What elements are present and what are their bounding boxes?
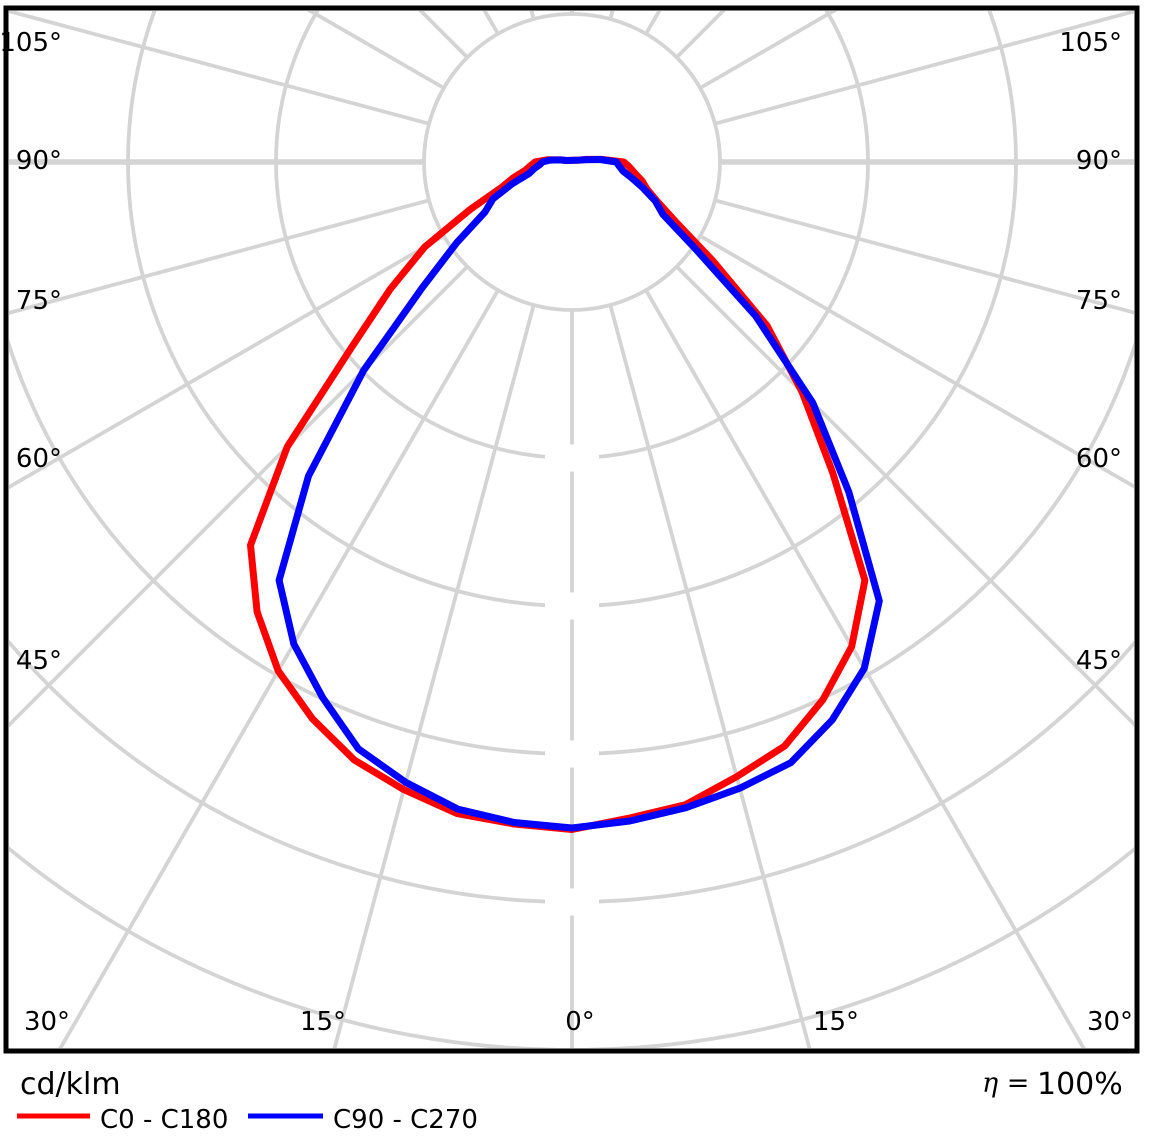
angle-label-left: 105° <box>0 28 62 58</box>
grid-spoke <box>332 304 536 1048</box>
intensity-curves <box>247 155 883 833</box>
grid-spoke <box>9 198 430 315</box>
grid-spoke <box>675 265 1134 727</box>
legend-label-c90-c270: C90 - C270 <box>333 1105 478 1135</box>
angle-label-right: 75° <box>1076 286 1122 316</box>
curve-c90-c270 <box>275 156 883 832</box>
footer: cd/klm C0 - C180 C90 - C270 η = 100% <box>17 1067 1123 1135</box>
angle-label-bottom: 15° <box>300 1007 346 1037</box>
grid-spoke <box>714 11 1134 126</box>
angle-label-left: 90° <box>16 146 62 176</box>
angle-label-right: 90° <box>1076 146 1122 176</box>
grid-spoke <box>608 304 812 1048</box>
grid-spoke <box>699 234 1134 489</box>
angle-label-bottom: 30° <box>1087 1007 1133 1037</box>
unit-label: cd/klm <box>20 1067 121 1102</box>
angle-label-left: 60° <box>16 444 62 474</box>
ring-value-box <box>545 740 599 768</box>
efficiency-value: 100% <box>1037 1067 1123 1102</box>
plot-border <box>3 5 1140 1054</box>
grid-spoke <box>714 198 1134 315</box>
grid-spoke <box>9 11 430 126</box>
legend-label-c0-c180: C0 - C180 <box>100 1105 228 1135</box>
angle-label-bottom: 30° <box>24 1007 70 1037</box>
angle-label-right: 60° <box>1076 444 1122 474</box>
angle-label-bottom: 0° <box>565 1007 595 1037</box>
ring-value-box <box>545 444 599 472</box>
grid-ring <box>9 338 1134 756</box>
efficiency-eta-symbol: η = <box>982 1068 1029 1099</box>
ring-label-boxes <box>545 444 599 916</box>
grid-spoke <box>58 289 500 1048</box>
ring-value-box <box>545 888 599 916</box>
grid-spoke <box>9 265 469 728</box>
angle-labels: 105° 90° 75° 60° 45° 105° 90° 75° 60° 45° 30° 15° 0°… <box>0 28 1133 1037</box>
grid-spoke <box>9 234 445 490</box>
ring-value-box <box>545 592 599 620</box>
grid-spoke <box>306 11 445 90</box>
angle-label-left: 75° <box>16 286 62 316</box>
angle-label-bottom: 15° <box>813 1007 859 1037</box>
angle-label-left: 45° <box>16 646 62 676</box>
angle-label-right: 105° <box>1059 28 1122 58</box>
grid-spoke <box>644 289 1086 1048</box>
angle-label-right: 45° <box>1076 646 1122 676</box>
